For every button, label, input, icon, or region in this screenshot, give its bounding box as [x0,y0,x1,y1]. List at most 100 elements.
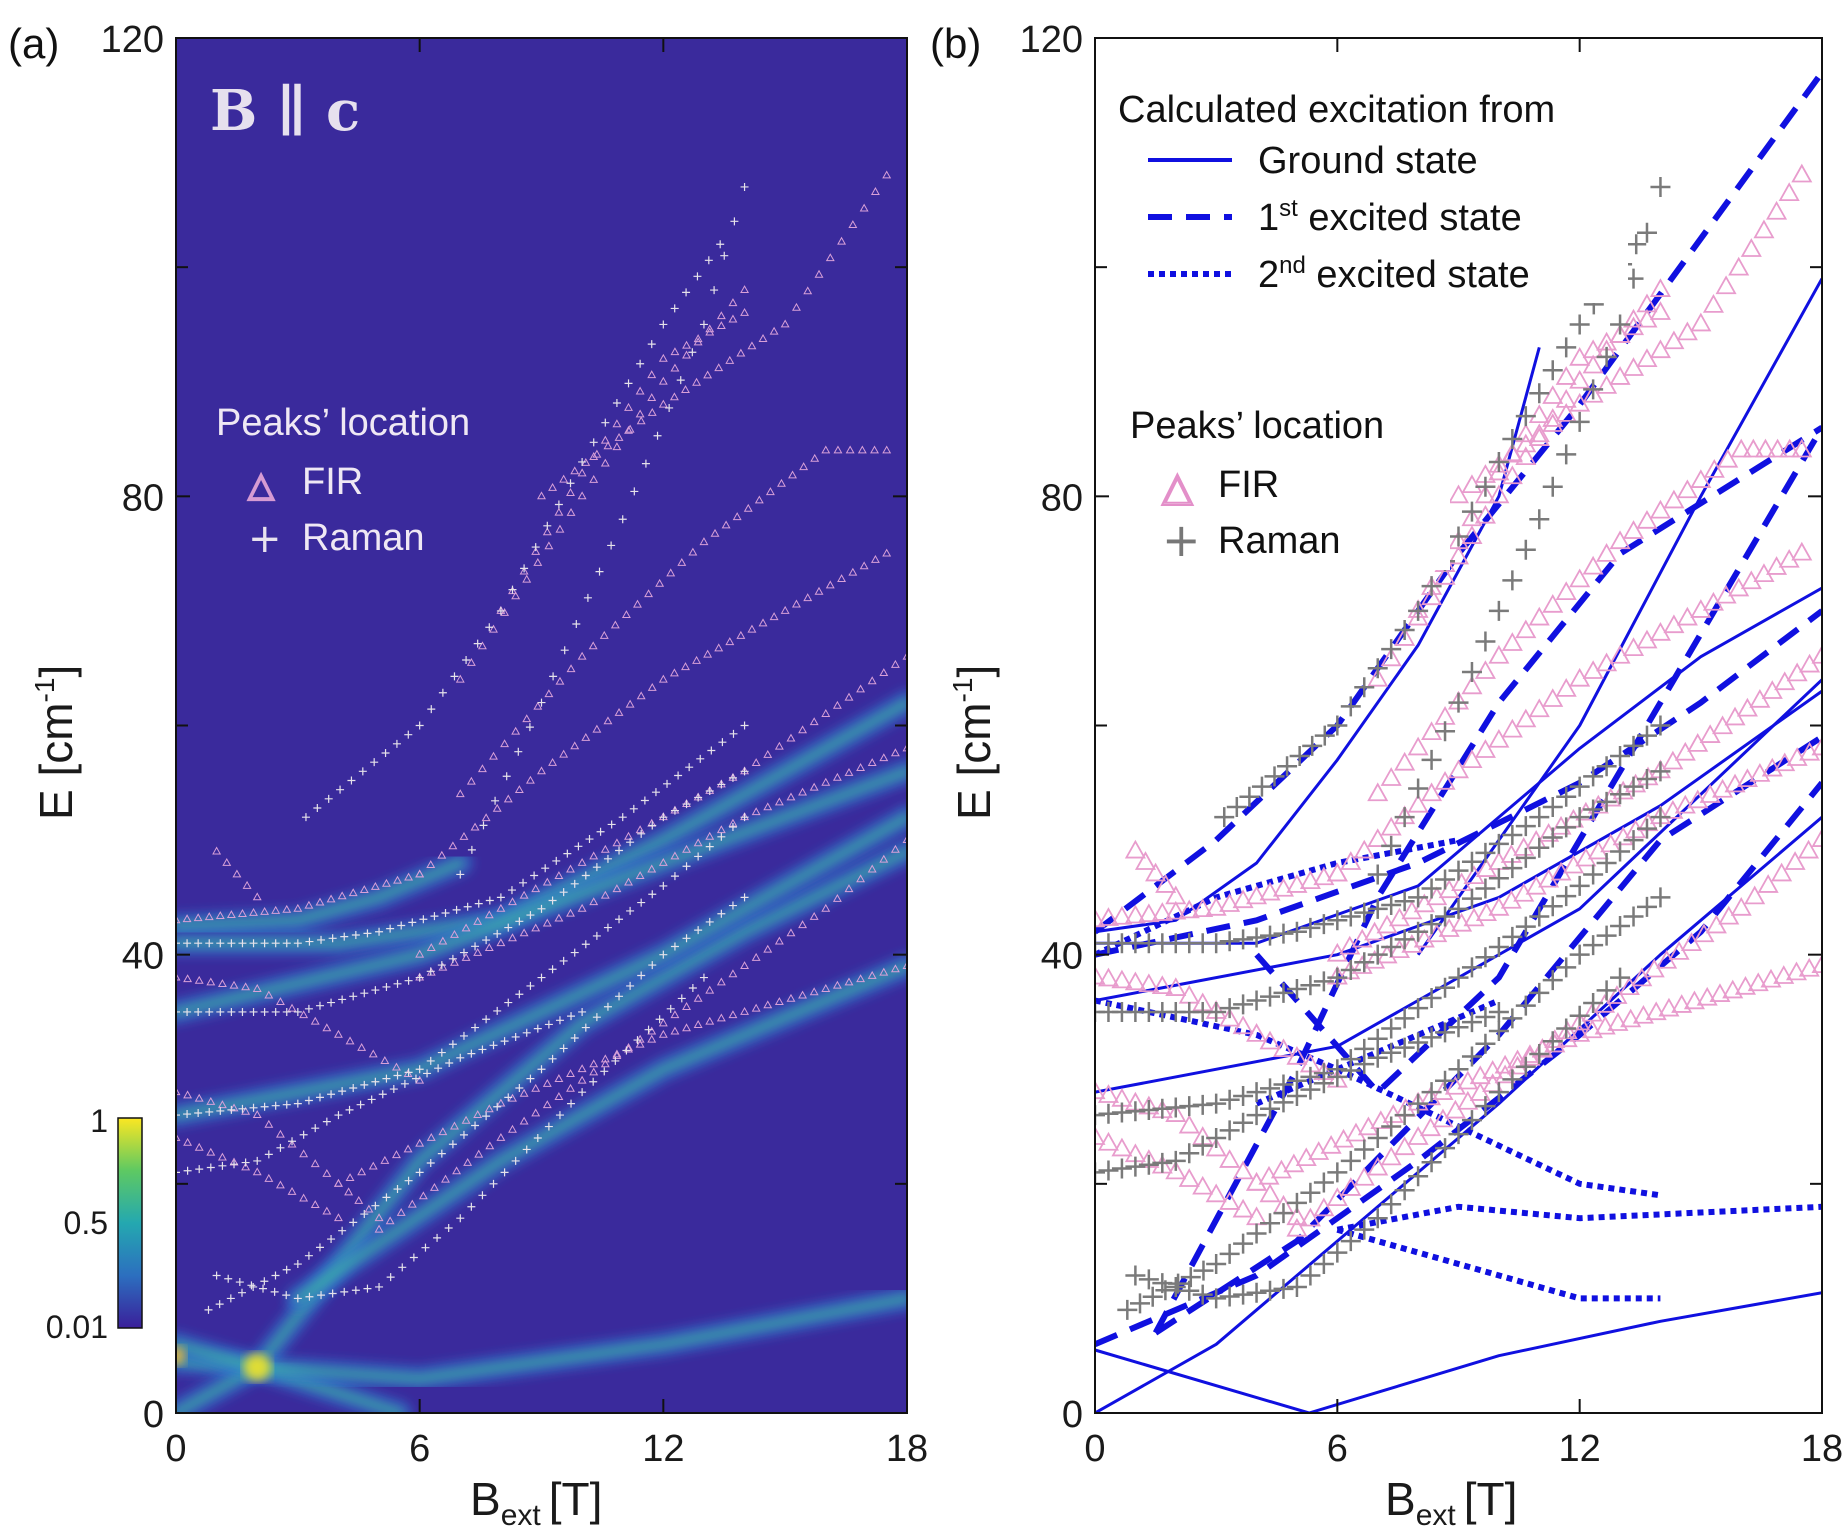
raman-peak-marker [496,893,505,902]
raman-peak-marker [338,995,347,1004]
fir-peak-marker [837,574,847,582]
fir-peak-marker [682,1023,691,1032]
raman-peak-marker [1623,906,1644,927]
raman-peak-marker [1515,995,1536,1016]
colorbar: 1 0.5 0.01 [46,1103,143,1345]
raman-peak-marker [1125,1156,1146,1177]
fir-peak-marker [1649,301,1671,320]
raman-peak-marker [1233,1284,1254,1305]
raman-peak-marker [502,772,511,781]
raman-peak-marker [603,1002,612,1011]
raman-peak-marker [1529,906,1550,927]
fir-peak-marker [844,977,854,986]
raman-peak-marker [653,431,662,440]
x-tick-label-a: 6 [409,1428,430,1470]
fir-peak-marker [229,980,239,989]
legend-markers-b: Peaks’ location △ FIR + Raman [1120,390,1450,570]
raman-peak-marker [1488,1001,1509,1022]
raman-peak-marker [328,1289,337,1298]
raman-peak-marker [676,376,685,385]
raman-peak-marker [482,936,491,945]
y-tick-label-b: 0 [1062,1394,1083,1436]
fir-peak-marker [357,1042,367,1051]
fir-peak-marker [603,716,613,725]
raman-peak-marker [1502,570,1523,591]
fir-peak-marker [1488,644,1510,664]
raman-peak-marker [677,994,686,1003]
fir-peak-marker [555,524,565,533]
fir-peak-marker [774,797,784,806]
fir-peak-marker [791,302,801,311]
fir-peak-marker [588,641,598,650]
raman-peak-marker [578,457,587,466]
fir-peak-marker [333,1213,343,1222]
fir-peak-marker [1394,627,1416,646]
fir-peak-marker [333,1178,343,1187]
raman-peak-marker [574,842,583,851]
raman-peak-marker [1569,1005,1590,1026]
raman-peak-marker [595,567,604,576]
fir-peak-marker [232,869,242,878]
fir-peak-marker [780,605,790,614]
fir-peak-marker [821,903,831,912]
fir-peak-marker [426,860,436,868]
raman-peak-marker [618,813,627,822]
raman-peak-marker [183,939,192,948]
raman-peak-marker [1273,923,1294,944]
fir-peak-marker [670,1026,680,1035]
raman-peak-marker [1300,917,1321,938]
fir-peak-marker [1569,392,1591,412]
fir-peak-marker [1192,1175,1214,1195]
raman-peak-marker [327,1090,336,1099]
fir-peak-marker [693,1020,703,1028]
fir-peak-marker [1447,759,1470,779]
raman-peak-marker [450,672,459,681]
series-line-dashed [1095,608,1822,958]
fir-peak-marker [714,363,724,372]
raman-peak-marker [489,1041,498,1050]
raman-peak-marker [670,942,679,951]
raman-peak-marker [637,898,646,907]
raman-peak-marker [1152,1098,1173,1119]
fir-peak-marker [705,327,715,336]
raman-peak-marker [1394,1105,1415,1126]
raman-peak-marker [398,1263,407,1272]
raman-peak-marker [315,1001,324,1010]
raman-peak-marker [611,1056,620,1065]
fir-peak-marker [681,385,690,393]
fir-peak-marker [624,877,633,886]
fir-peak-marker [832,772,842,781]
raman-peak-marker [1542,896,1563,917]
x-tick-label-b: 0 [1084,1428,1105,1470]
fir-peak-marker [470,822,480,831]
raman-peak-marker [693,272,702,281]
raman-peak-marker [322,1117,331,1126]
raman-peak-marker [1219,1286,1240,1307]
raman-peak-marker [1488,833,1509,854]
fir-peak-marker [1461,749,1483,769]
fir-peak-marker [206,1147,216,1156]
raman-peak-marker [716,240,725,249]
raman-peak-marker [264,1150,273,1159]
raman-peak-marker [1636,818,1657,839]
fir-peak-marker [176,972,181,981]
fir-peak-marker [1811,828,1822,847]
raman-peak-marker [1260,925,1281,946]
fir-peak-marker [519,1088,529,1097]
fir-peak-marker [1286,1206,1308,1226]
fir-peak-marker [519,890,529,899]
fir-peak-marker [879,967,889,976]
fir-peak-marker [837,236,847,245]
raman-peak-marker [204,1305,213,1314]
fir-peak-marker [589,452,599,460]
raman-peak-marker [1138,1154,1159,1175]
fir-peak-marker [304,900,314,909]
raman-peak-marker [482,1015,491,1024]
raman-peak-marker [467,1202,476,1211]
raman-peak-marker [1435,1070,1456,1091]
raman-peak-marker [647,340,656,349]
raman-peak-marker [740,893,749,902]
fir-peak-marker [542,918,552,927]
fir-peak-marker [461,923,471,932]
raman-peak-marker [206,1163,215,1172]
